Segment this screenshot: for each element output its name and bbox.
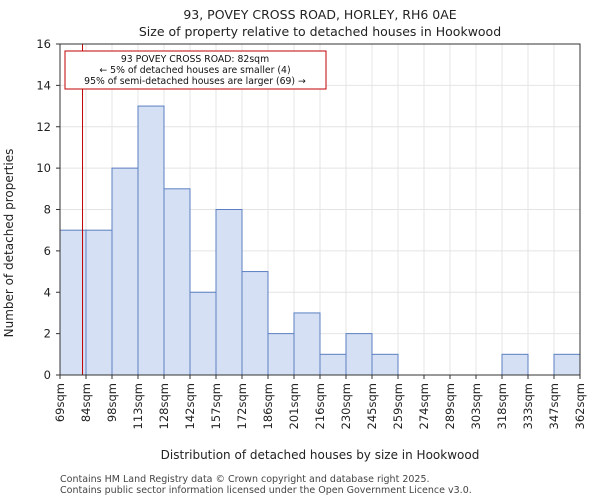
bar-318sqm [501, 353, 529, 376]
x-axis-title: Distribution of detached houses by size … [161, 448, 480, 462]
x-tick-label: 69sqm [53, 383, 67, 422]
bar-84sqm [85, 229, 113, 376]
bar-98sqm [111, 167, 139, 376]
y-tick-label: 8 [44, 203, 51, 217]
y-axis-title: Number of detached properties [2, 149, 16, 338]
x-tick-label: 128sqm [157, 383, 171, 429]
chart-title: 93, POVEY CROSS ROAD, HORLEY, RH6 0AE [183, 7, 456, 22]
y-tick-label: 14 [36, 78, 51, 92]
annotation-line-1: 93 POVEY CROSS ROAD: 82sqm [121, 54, 269, 65]
y-tick-label: 12 [36, 120, 51, 134]
x-tick-label: 98sqm [105, 383, 119, 422]
x-tick-label: 289sqm [443, 383, 457, 429]
annotation-box: 93 POVEY CROSS ROAD: 82sqm ← 5% of detac… [64, 50, 327, 90]
bar-113sqm [137, 105, 165, 376]
x-tick-label: 362sqm [573, 383, 587, 429]
bar-157sqm [215, 209, 243, 376]
y-tick-label: 16 [36, 37, 51, 51]
x-tick-label: 230sqm [339, 383, 353, 429]
x-tick-label: 113sqm [131, 383, 145, 429]
x-tick-label: 274sqm [417, 383, 431, 429]
footer-line-2: Contains public sector information licen… [60, 485, 472, 496]
annotation-line-3: 95% of semi-detached houses are larger (… [84, 76, 306, 87]
x-tick-label: 157sqm [209, 383, 223, 429]
x-tick-label: 84sqm [79, 383, 93, 422]
y-tick-label: 6 [44, 244, 51, 258]
x-tick-label: 303sqm [469, 383, 483, 429]
bar-245sqm [371, 353, 399, 376]
x-tick-label: 347sqm [547, 383, 561, 429]
x-tick-label: 318sqm [495, 383, 509, 429]
bar-230sqm [345, 333, 373, 376]
footer-line-1: Contains HM Land Registry data © Crown c… [60, 474, 430, 485]
bar-128sqm [163, 188, 191, 376]
bars [59, 105, 581, 376]
bar-186sqm [267, 333, 295, 376]
x-tick-label: 172sqm [235, 383, 249, 429]
bar-347sqm [553, 353, 581, 376]
x-tick-label: 142sqm [183, 383, 197, 429]
y-axis-ticks: 0 2 4 6 8 10 12 14 16 [36, 37, 60, 382]
annotation-line-2: ← 5% of detached houses are smaller (4) [99, 65, 290, 76]
x-tick-label: 186sqm [261, 383, 275, 429]
chart-subtitle: Size of property relative to detached ho… [139, 24, 501, 39]
y-tick-label: 0 [44, 368, 51, 382]
bar-172sqm [241, 271, 269, 376]
x-axis-ticks: 69sqm 84sqm 98sqm 113sqm 128sqm 142sqm 157sqm 1… [53, 375, 587, 429]
x-tick-label: 333sqm [521, 383, 535, 429]
y-tick-label: 10 [36, 161, 51, 175]
x-tick-label: 201sqm [287, 383, 301, 429]
bar-216sqm [319, 353, 347, 376]
y-tick-label: 4 [44, 285, 51, 299]
bar-142sqm [189, 291, 217, 376]
y-tick-label: 2 [44, 327, 51, 341]
x-tick-label: 259sqm [391, 383, 405, 429]
x-tick-label: 216sqm [313, 383, 327, 429]
bar-201sqm [293, 312, 321, 376]
x-tick-label: 245sqm [365, 383, 379, 429]
